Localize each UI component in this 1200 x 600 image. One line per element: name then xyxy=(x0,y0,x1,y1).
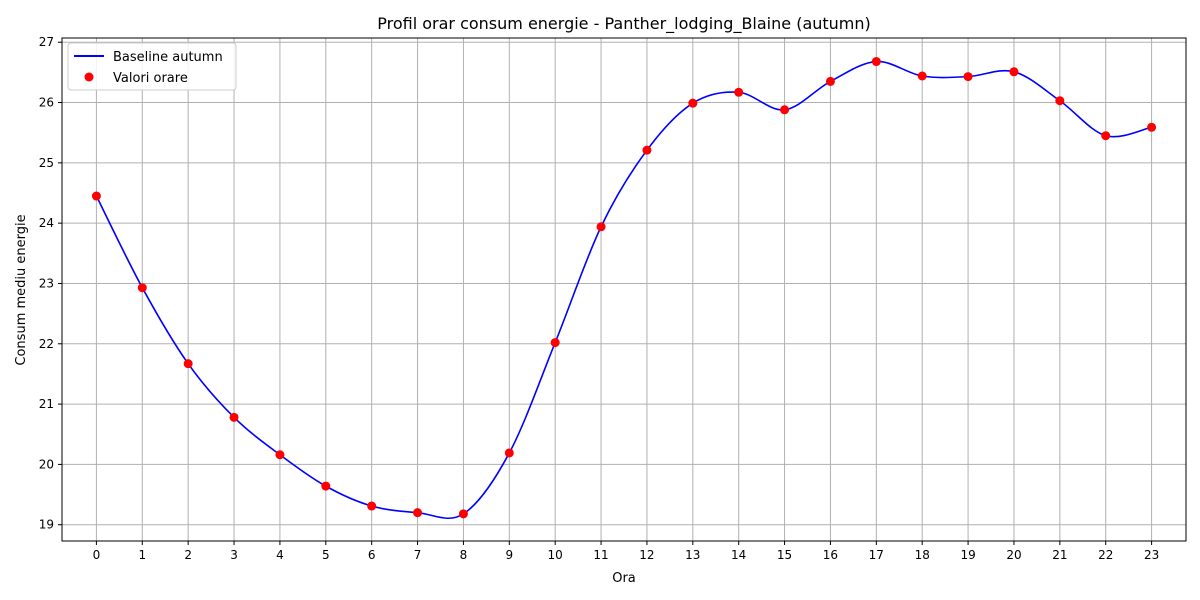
data-point xyxy=(1055,96,1065,106)
data-point xyxy=(1101,131,1111,141)
data-point xyxy=(321,481,331,491)
x-axis-ticks: 0 1 2 3 4 5 6 7 8 9 10 11 12 13 14 15 16 17 18 19 20 21 22 23 xyxy=(93,541,1159,562)
legend-label-baseline: Baseline autumn xyxy=(113,50,223,65)
data-point xyxy=(825,76,835,86)
x-tick-label: 12 xyxy=(639,548,654,562)
data-point xyxy=(137,283,147,293)
legend-box xyxy=(67,42,237,91)
x-tick-label: 9 xyxy=(505,548,513,562)
x-tick-label: 20 xyxy=(1006,548,1021,562)
x-tick-label: 4 xyxy=(276,548,284,562)
data-point xyxy=(734,87,744,97)
y-axis-title: Consum mediu energie xyxy=(14,214,29,365)
y-tick-label: 23 xyxy=(39,276,54,290)
x-tick-label: 23 xyxy=(1144,548,1159,562)
x-tick-label: 22 xyxy=(1098,548,1113,562)
data-point xyxy=(917,71,927,81)
x-tick-label: 15 xyxy=(777,548,792,562)
data-point xyxy=(780,105,790,115)
data-point xyxy=(183,359,193,369)
x-tick-label: 2 xyxy=(184,548,192,562)
data-point xyxy=(229,412,239,422)
data-point xyxy=(550,338,560,348)
y-tick-label: 20 xyxy=(39,457,54,471)
y-gridlines xyxy=(62,41,1186,526)
x-axis-title: Ora xyxy=(612,571,636,586)
x-tick-label: 8 xyxy=(460,548,468,562)
x-tick-label: 5 xyxy=(322,548,330,562)
x-tick-label: 21 xyxy=(1052,548,1067,562)
x-tick-label: 19 xyxy=(960,548,975,562)
x-tick-label: 1 xyxy=(138,548,146,562)
data-point xyxy=(688,98,698,108)
data-point xyxy=(91,191,101,201)
data-point xyxy=(275,450,285,460)
x-tick-label: 3 xyxy=(230,548,238,562)
y-tick-label: 21 xyxy=(39,397,54,411)
y-tick-label: 24 xyxy=(39,216,54,230)
y-tick-label: 27 xyxy=(39,35,54,49)
data-point xyxy=(871,57,881,67)
y-tick-label: 25 xyxy=(39,156,54,170)
x-tick-label: 10 xyxy=(548,548,563,562)
x-tick-label: 14 xyxy=(731,548,746,562)
x-tick-label: 13 xyxy=(685,548,700,562)
legend-marker-swatch xyxy=(84,72,94,82)
y-tick-label: 19 xyxy=(39,518,54,532)
y-tick-label: 22 xyxy=(39,337,54,351)
y-tick-label: 26 xyxy=(39,96,54,110)
legend: Baseline autumn Valori orare xyxy=(67,42,237,91)
x-tick-label: 16 xyxy=(823,548,838,562)
data-point xyxy=(413,508,423,518)
plot-area-frame xyxy=(61,37,1187,542)
x-tick-label: 17 xyxy=(869,548,884,562)
x-tick-label: 18 xyxy=(915,548,930,562)
data-point xyxy=(596,222,606,232)
data-point xyxy=(642,145,652,155)
x-tick-label: 0 xyxy=(93,548,101,562)
x-gridlines xyxy=(95,38,1153,541)
legend-label-hourly-values: Valori orare xyxy=(113,71,188,86)
x-tick-label: 6 xyxy=(368,548,376,562)
data-point xyxy=(963,72,973,82)
data-point xyxy=(458,509,468,519)
data-point xyxy=(1009,67,1019,77)
data-point xyxy=(504,448,514,458)
x-tick-label: 11 xyxy=(593,548,608,562)
data-point xyxy=(367,501,377,511)
chart-title: Profil orar consum energie - Panther_lod… xyxy=(377,14,871,34)
x-tick-label: 7 xyxy=(414,548,422,562)
y-axis-ticks: 19 20 21 22 23 24 25 26 27 xyxy=(39,35,62,532)
series-layer xyxy=(91,57,1157,519)
data-point xyxy=(1147,122,1157,132)
